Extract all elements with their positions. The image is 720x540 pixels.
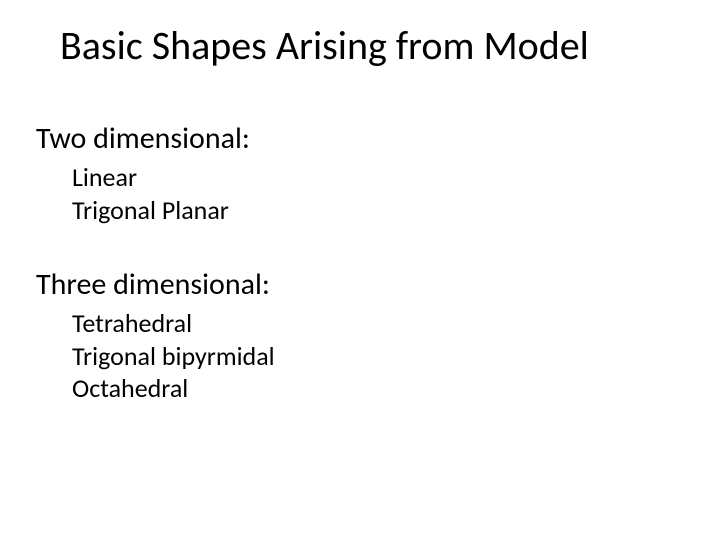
section-heading: Two dimensional: [36,120,680,157]
slide-title: Basic Shapes Arising from Model [60,24,680,68]
list-item: Tetrahedral [72,307,680,340]
slide: Basic Shapes Arising from Model Two dime… [0,0,720,540]
list-item: Octahedral [72,372,680,405]
slide-body: Two dimensional: Linear Trigonal Planar … [36,120,680,405]
section-gap [36,226,680,266]
section-heading: Three dimensional: [36,266,680,303]
list-item: Trigonal bipyrmidal [72,340,680,373]
list-item: Linear [72,161,680,194]
list-item: Trigonal Planar [72,194,680,227]
